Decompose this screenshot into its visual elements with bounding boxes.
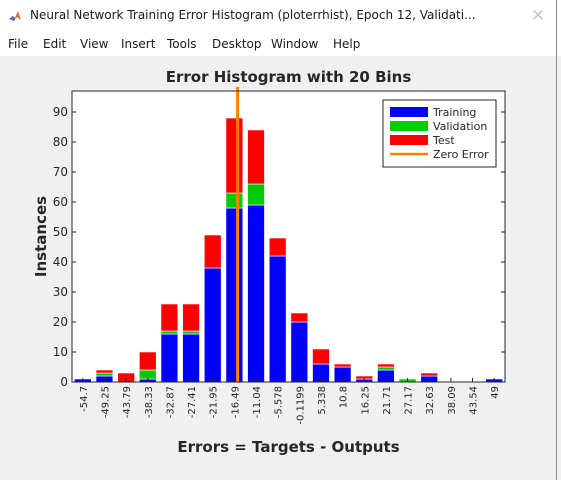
menu-insert[interactable]: Insert [121, 37, 156, 51]
x-tick-label: 27.17 [404, 386, 415, 415]
chart-title: Error Histogram with 20 Bins [166, 68, 412, 86]
bar-validation [160, 330, 179, 335]
bar-validation [182, 330, 200, 335]
close-button[interactable]: ✕ [525, 4, 551, 28]
x-tick-label: -21.95 [209, 386, 220, 418]
x-tick-label: -0.1199 [295, 386, 306, 425]
y-tick-label: 80 [53, 135, 68, 149]
x-tick-label: -43.79 [122, 386, 133, 418]
menu-help[interactable]: Help [333, 37, 361, 51]
y-axis-label: Instances [32, 196, 50, 277]
bar-test [312, 348, 330, 365]
bar-training [203, 267, 222, 383]
bar-training [268, 255, 287, 383]
window-border [556, 0, 557, 480]
x-tick-label: 5.338 [317, 386, 328, 415]
legend-label: Validation [433, 120, 487, 133]
x-tick-label: -11.04 [252, 386, 263, 418]
x-tick-label: 10.8 [339, 386, 350, 408]
menu-file[interactable]: File [8, 37, 29, 51]
x-tick-label: 38.09 [447, 386, 458, 415]
bar-test [377, 363, 395, 368]
bar-validation [247, 183, 265, 206]
x-tick-label: -54.7 [79, 386, 90, 412]
window-title: Neural Network Training Error Histogram … [30, 8, 476, 22]
figure-area: 0 10 20 30 40 50 60 70 80 90 -54.7 -49.25 -43.79 -38.… [0, 58, 561, 480]
y-tick-label: 60 [53, 195, 68, 209]
bar-test [182, 303, 200, 332]
y-tick-label: 40 [53, 255, 68, 269]
legend-swatch [390, 121, 428, 131]
legend-swatch [390, 107, 428, 117]
bar-validation [139, 369, 157, 380]
x-tick-label: -16.49 [230, 386, 241, 418]
y-tick-label: 0 [60, 375, 68, 389]
y-tick-label: 20 [53, 315, 68, 329]
bar-training [160, 333, 179, 383]
menu-bar: File Edit View Insert Tools Desktop Wind… [0, 32, 561, 56]
bar-validation [95, 372, 114, 377]
bar-training [182, 333, 200, 383]
x-tick-label: -5.578 [274, 386, 285, 418]
bar-test [333, 363, 352, 368]
bar-test [420, 372, 438, 377]
axes-box [71, 90, 506, 383]
bar-test [268, 237, 287, 257]
error-histogram-chart: 0 10 20 30 40 50 60 70 80 90 -54.7 -49.25 -43.79 -38.… [32, 68, 506, 456]
legend-label: Training [432, 106, 476, 119]
x-tick-label: 16.25 [360, 386, 371, 415]
y-tick-label: 90 [53, 105, 68, 119]
y-tick-label: 50 [53, 225, 68, 239]
y-tick-label: 70 [53, 165, 68, 179]
bar-validation [225, 192, 244, 209]
x-tick-label: -27.41 [187, 386, 198, 418]
x-tick-label: 49 [490, 386, 501, 399]
matlab-app-icon [9, 11, 21, 21]
menu-tools[interactable]: Tools [167, 37, 197, 51]
x-tick-label: -38.33 [144, 386, 155, 418]
bar-test [139, 351, 157, 371]
bar-test [225, 117, 244, 194]
title-bar: Neural Network Training Error Histogram … [0, 0, 561, 32]
x-tick-label: 21.71 [382, 386, 393, 415]
bar-training [290, 321, 309, 383]
bar-validation [377, 366, 395, 371]
x-tick-label: 32.63 [425, 386, 436, 415]
x-tick-label: -32.87 [165, 386, 176, 418]
x-axis-label: Errors = Targets - Outputs [177, 438, 399, 456]
bar-test [290, 312, 309, 323]
menu-desktop[interactable]: Desktop [212, 37, 262, 51]
y-tick-label: 10 [53, 345, 68, 359]
legend-label: Zero Error [433, 148, 489, 161]
bar-training [247, 204, 265, 383]
close-icon: ✕ [530, 6, 546, 26]
menu-view[interactable]: View [80, 37, 109, 51]
legend-swatch [390, 135, 428, 145]
bar-test [160, 303, 179, 332]
bar-test [203, 234, 222, 269]
menu-window[interactable]: Window [271, 37, 319, 51]
bar-training [225, 207, 244, 383]
menu-edit[interactable]: Edit [43, 37, 67, 51]
bar-test [95, 369, 114, 374]
x-tick-label: 43.54 [469, 386, 480, 415]
y-tick-label: 30 [53, 285, 68, 299]
x-tick-label: -49.25 [100, 386, 111, 418]
legend-label: Test [432, 134, 455, 147]
bar-test [247, 129, 265, 185]
